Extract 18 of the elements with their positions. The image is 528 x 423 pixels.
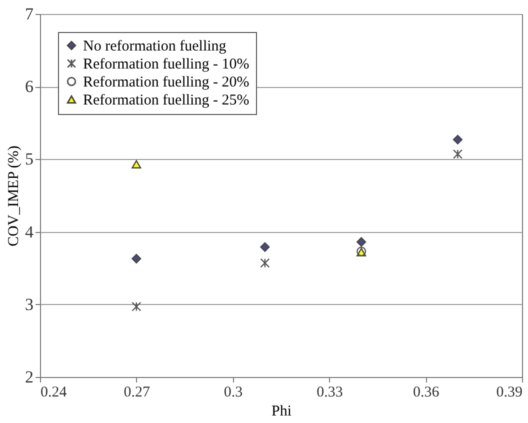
y-axis-title: COV_IMEP (%)	[6, 146, 22, 246]
y-tick-label: 2	[25, 368, 34, 386]
x-tick-label: 0.24	[40, 384, 68, 400]
y-tick-label: 3	[25, 294, 34, 314]
y-tick-label: 5	[25, 150, 34, 169]
legend-label: No reformation fuelling	[83, 38, 227, 54]
x-axis-title: Phi	[271, 404, 292, 420]
x-tick-label: 0.36	[412, 384, 440, 400]
y-tick-label: 4	[25, 222, 34, 242]
x-tick-label: 0.39	[496, 384, 522, 400]
y-tick-label: 7	[25, 4, 34, 24]
x-tick-label: 0.33	[316, 384, 343, 400]
legend-label: Reformation fuelling - 25%	[83, 92, 250, 108]
y-tick-label: 6	[25, 77, 34, 96]
x-tick-label: 0.27	[124, 384, 151, 400]
legend-label: Reformation fuelling - 10%	[83, 56, 250, 72]
legend-label: Reformation fuelling - 20%	[83, 74, 250, 90]
x-tick-label: 0.3	[224, 384, 243, 400]
